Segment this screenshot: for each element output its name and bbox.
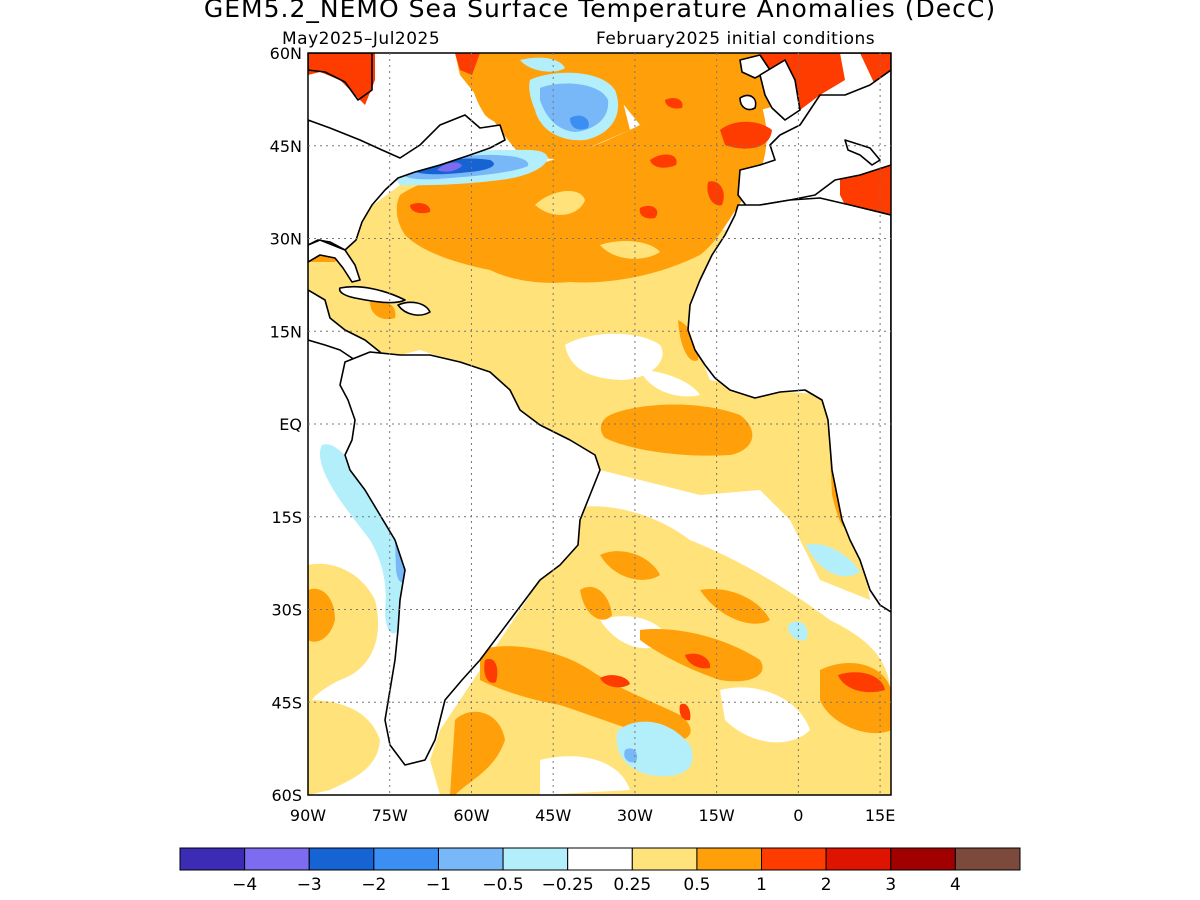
lon-tick-label: 30W	[617, 806, 653, 825]
colorbar-swatch	[308, 847, 375, 871]
lat-tick-label: 45N	[270, 137, 302, 156]
colorbar-label: 0.5	[683, 875, 710, 895]
colorbar-swatch	[825, 847, 892, 871]
colorbar-swatch	[954, 847, 1021, 871]
colorbar-label: 0.25	[613, 875, 651, 895]
longitude-labels: 90W 75W 60W 45W 30W 15W 0 15E	[290, 806, 895, 825]
lat-tick-label: 15N	[270, 322, 302, 341]
colorbar-swatch	[696, 847, 763, 871]
colorbar-label: 1	[756, 875, 767, 895]
colorbar-swatch	[631, 847, 698, 871]
lon-tick-label: 60W	[453, 806, 489, 825]
coastlines	[308, 53, 891, 766]
graticule	[308, 53, 891, 795]
lat-tick-label: 30N	[270, 230, 302, 249]
lon-tick-label: 90W	[290, 806, 326, 825]
colorbar-label: −4	[232, 875, 257, 895]
initial-conditions: February2025 initial conditions	[596, 29, 876, 49]
colorbar-label: 4	[950, 875, 961, 895]
colorbar-swatch	[502, 847, 569, 871]
lat-tick-label: 60N	[270, 44, 302, 63]
colorbar-label: 3	[885, 875, 896, 895]
anomaly-field	[308, 53, 891, 795]
colorbar-label: −0.25	[542, 875, 594, 895]
colorbar-swatch	[890, 847, 956, 871]
colorbar-swatch	[373, 847, 439, 871]
forecast-period: May2025–Jul2025	[282, 29, 441, 49]
colorbar-swatch	[761, 847, 827, 871]
lon-tick-label: 15E	[865, 806, 895, 825]
colorbar-label: −0.5	[482, 875, 523, 895]
colorbar-label: 2	[821, 875, 832, 895]
lat-tick-label: 60S	[271, 786, 302, 805]
colorbar-label: −3	[297, 875, 322, 895]
lat-tick-label: EQ	[279, 415, 302, 434]
chart-title: GEM5.2_NEMO Sea Surface Temperature Anom…	[203, 0, 997, 23]
lat-tick-label: 30S	[271, 601, 302, 620]
lon-tick-label: 0	[793, 806, 803, 825]
lon-tick-label: 45W	[535, 806, 571, 825]
colorbar-swatch	[244, 847, 310, 871]
colorbar-swatch	[179, 847, 246, 871]
latitude-labels: 60N 45N 30N 15N EQ 15S 30S 45S 60S	[270, 44, 302, 805]
lon-tick-label: 15W	[699, 806, 735, 825]
colorbar-label: −2	[361, 875, 386, 895]
colorbar-label: −1	[426, 875, 451, 895]
lon-tick-label: 75W	[372, 806, 408, 825]
lat-tick-label: 15S	[271, 508, 302, 527]
lat-tick-label: 45S	[271, 693, 302, 712]
colorbar-swatch	[567, 847, 633, 871]
colorbar-swatch	[437, 847, 504, 871]
colorbar: −4 −3 −2 −1 −0.5 −0.25 0.25 0.5 1 2 3 4	[179, 847, 1021, 895]
